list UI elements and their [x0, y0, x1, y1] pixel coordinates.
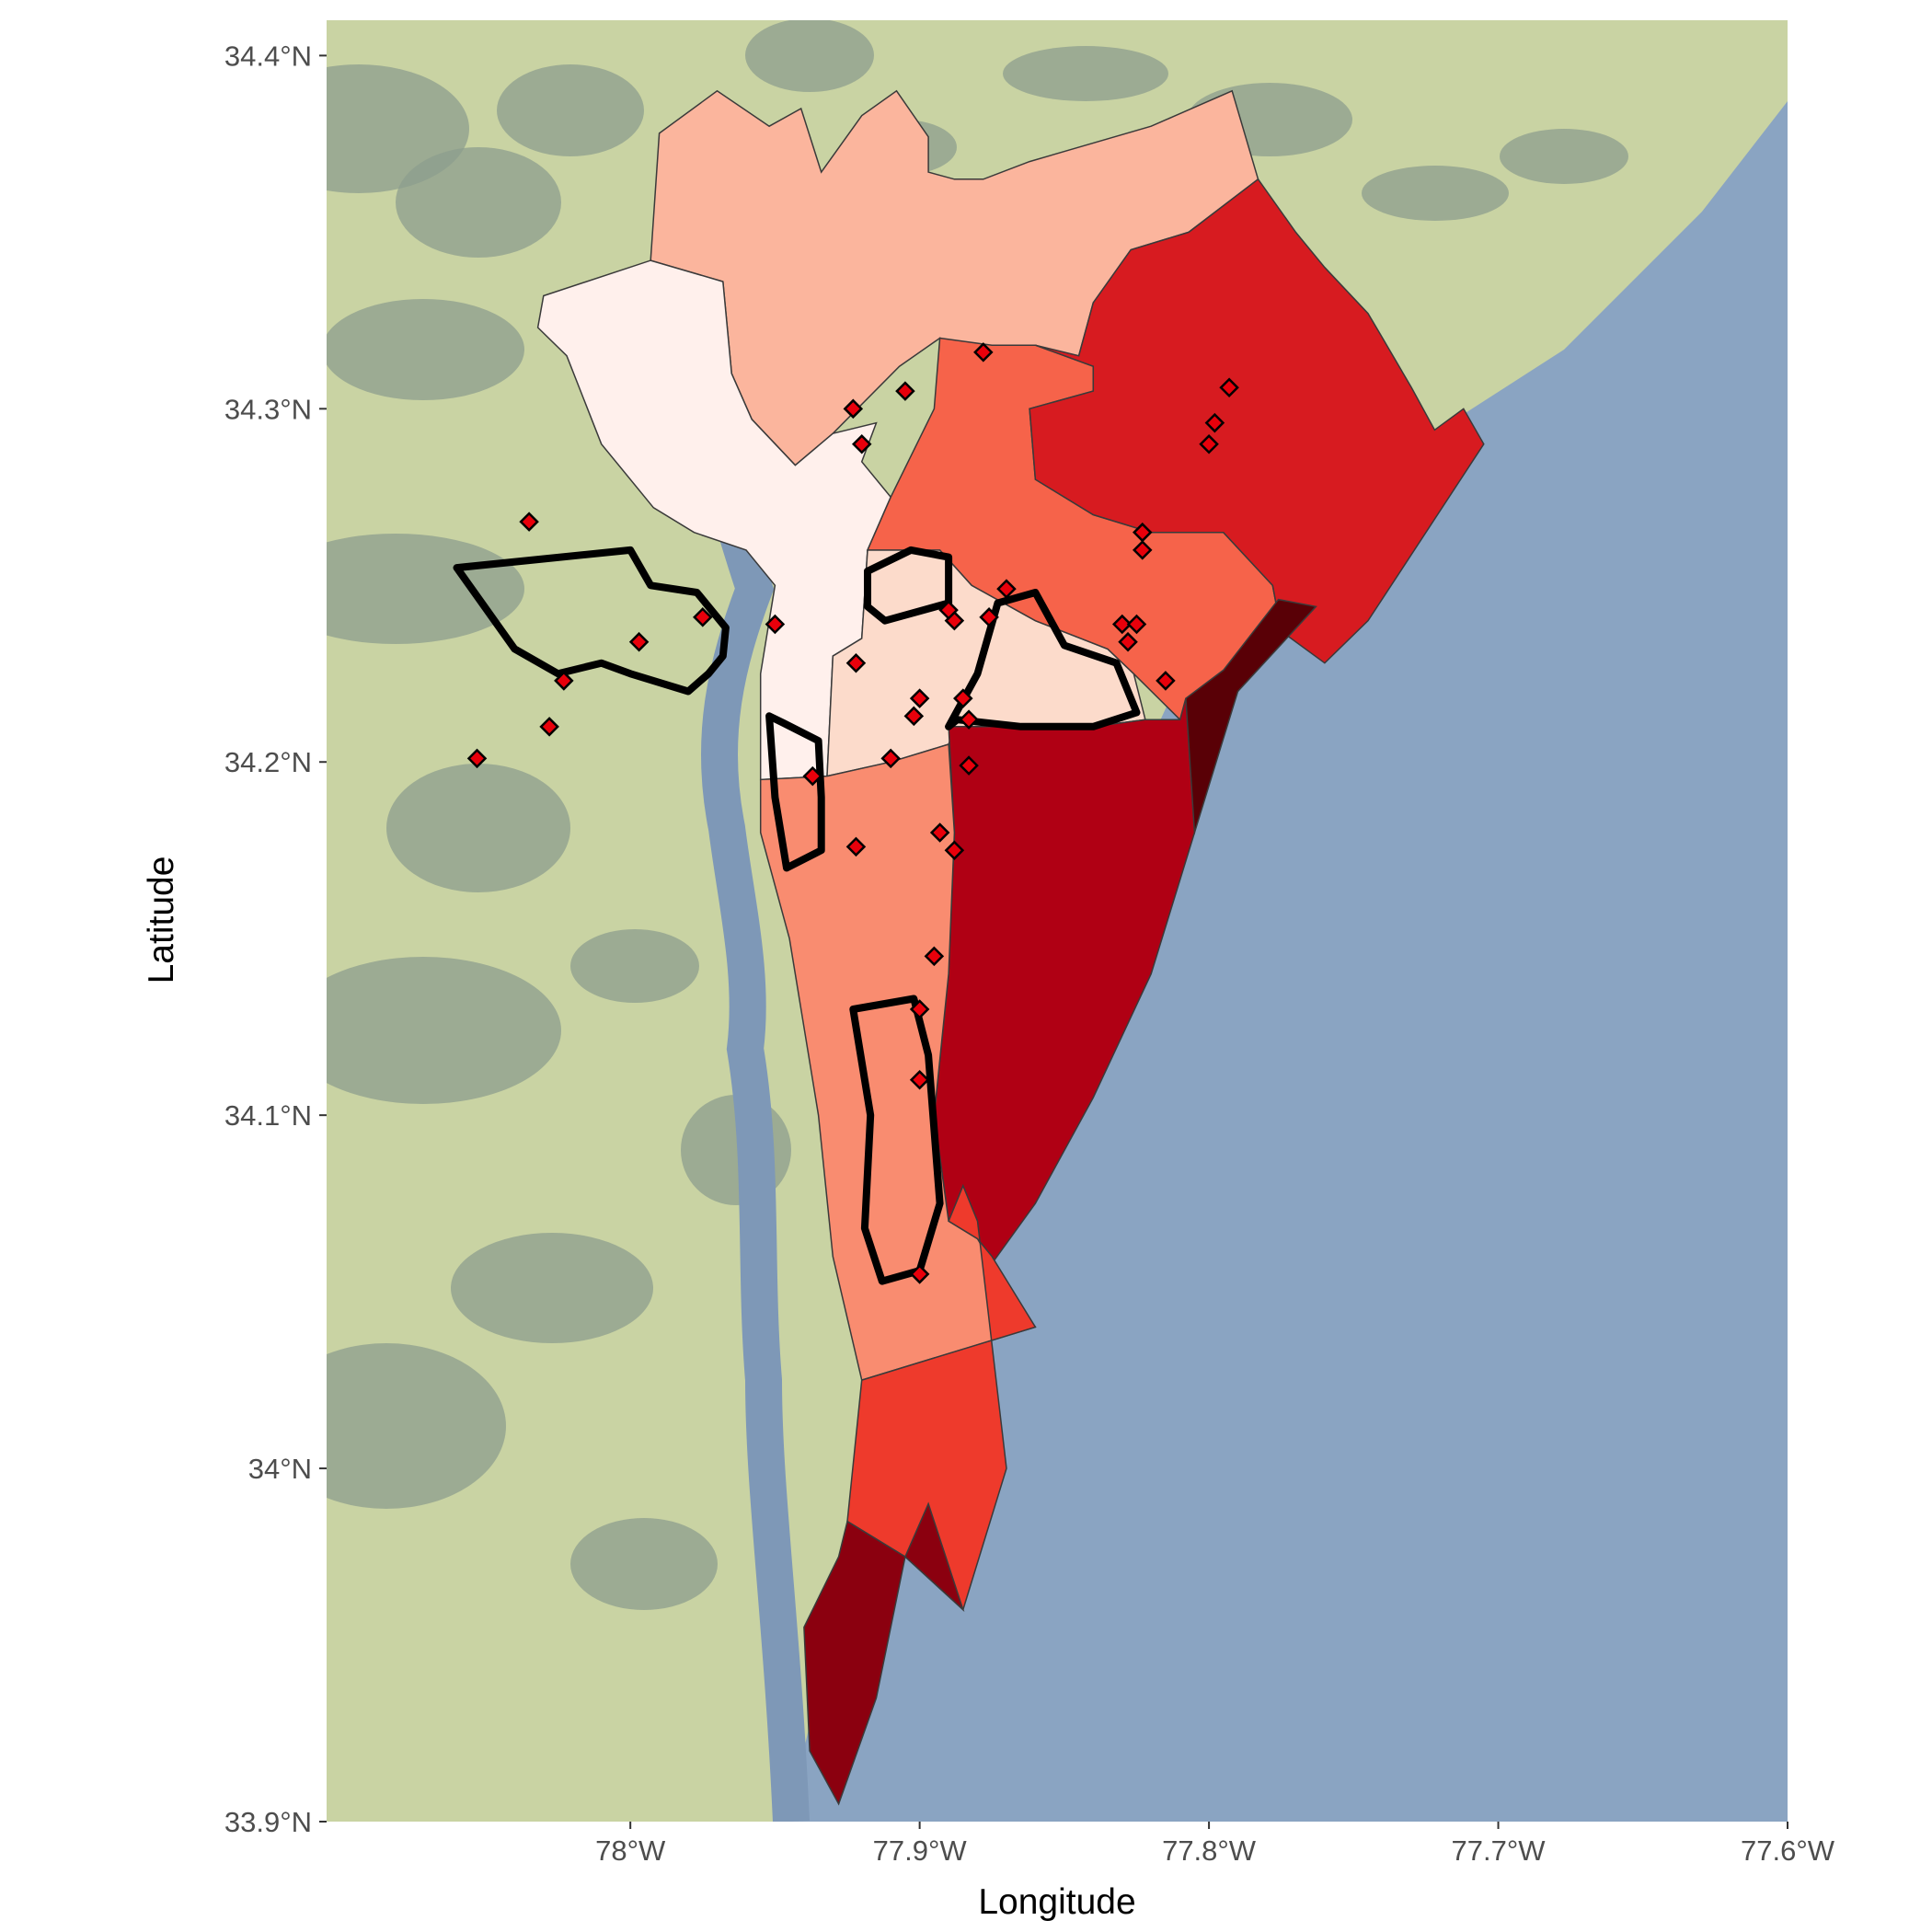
x-tick-label: 78°W — [595, 1834, 666, 1867]
x-tick-label: 77.7°W — [1452, 1834, 1547, 1867]
y-tick-label: 34.3°N — [224, 393, 312, 425]
y-tick-label: 33.9°N — [224, 1806, 312, 1838]
point-27 — [903, 706, 925, 727]
point-1 — [519, 512, 539, 532]
point-34 — [944, 840, 965, 860]
point-36 — [924, 946, 945, 967]
point-5 — [973, 342, 994, 362]
point-31 — [959, 755, 979, 776]
x-tick-label: 77.9°W — [873, 1834, 968, 1867]
regions-layer — [536, 89, 1485, 1806]
point-26 — [909, 688, 930, 708]
point-29 — [959, 709, 979, 730]
point-32 — [802, 765, 823, 787]
x-tick-label: 77.8°W — [1162, 1834, 1257, 1867]
point-19 — [693, 607, 713, 627]
y-axis: 33.9°N 34°N 34.1°N 34.2°N 34.3°N 34.4°N — [224, 40, 327, 1838]
point-22 — [554, 671, 574, 691]
y-tick-label: 34.4°N — [224, 40, 312, 72]
point-10 — [1132, 540, 1153, 560]
y-tick-label: 34.1°N — [224, 1099, 312, 1132]
points-layer — [466, 342, 1239, 1284]
point-12 — [1111, 614, 1133, 635]
x-axis-title: Longitude — [978, 1882, 1135, 1922]
point-33 — [929, 822, 950, 843]
x-axis: 78°W 77.9°W 77.8°W 77.7°W 77.6°W — [595, 1822, 1835, 1867]
outline-4 — [765, 712, 825, 872]
point-21 — [628, 631, 650, 652]
region-5 — [1029, 178, 1485, 664]
point-30 — [880, 748, 901, 769]
point-2 — [843, 398, 864, 420]
point-7 — [1204, 412, 1225, 433]
point-16 — [979, 607, 999, 627]
point-3 — [851, 433, 872, 454]
region-10 — [803, 1501, 965, 1806]
point-8 — [1199, 433, 1219, 454]
y-tick-label: 34.2°N — [224, 746, 312, 778]
point-18 — [938, 600, 959, 620]
point-23 — [539, 717, 559, 737]
point-14 — [1118, 631, 1138, 652]
outline-1 — [453, 546, 730, 696]
point-11 — [996, 579, 1017, 599]
point-4 — [895, 381, 915, 401]
point-6 — [1219, 377, 1239, 398]
point-28 — [953, 688, 973, 708]
point-20 — [765, 614, 786, 635]
point-24 — [466, 748, 488, 769]
point-39 — [909, 1264, 930, 1284]
point-37 — [909, 999, 930, 1019]
point-25 — [845, 652, 867, 673]
point-15 — [1156, 671, 1176, 691]
outline-3 — [945, 589, 1141, 730]
point-35 — [845, 836, 867, 857]
x-tick-label: 77.6°W — [1741, 1834, 1835, 1867]
y-tick-label: 34°N — [248, 1453, 312, 1485]
y-axis-title: Latitude — [142, 857, 181, 984]
point-13 — [1126, 614, 1147, 635]
point-38 — [909, 1069, 930, 1090]
